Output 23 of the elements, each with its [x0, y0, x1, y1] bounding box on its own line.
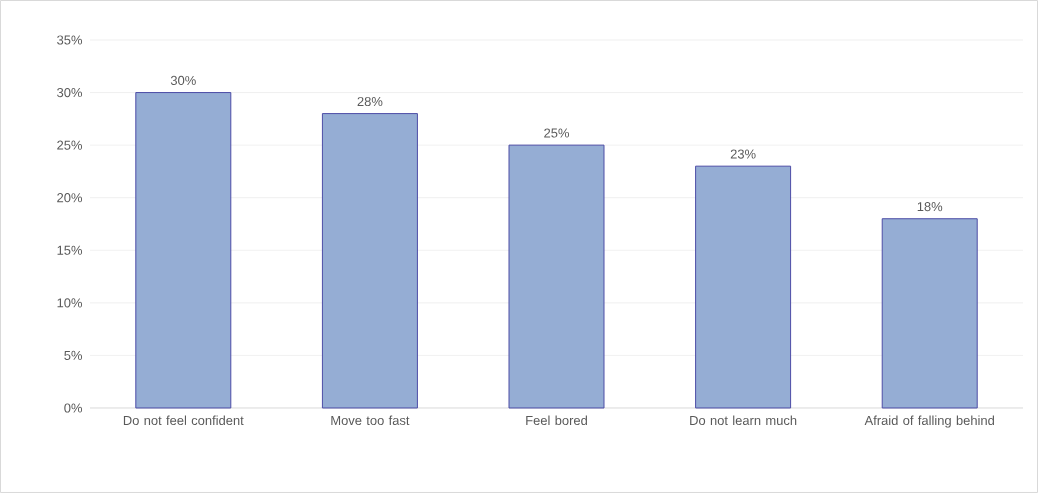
- bar: [321, 113, 418, 409]
- y-tick-label: 20%: [57, 193, 83, 203]
- y-tick-label: 35%: [57, 35, 83, 45]
- x-tick-label: Do not learn much: [690, 415, 797, 426]
- data-label: 28%: [357, 96, 383, 107]
- data-label: 25%: [544, 128, 570, 138]
- bar: [135, 92, 232, 409]
- y-tick-label: 25%: [57, 140, 83, 150]
- y-tick-label: 10%: [57, 298, 83, 308]
- bar: [881, 218, 978, 409]
- y-tick-label: 0%: [64, 403, 83, 413]
- x-tick-label: Feel bored: [526, 415, 587, 426]
- data-label: 30%: [170, 75, 196, 86]
- y-tick-label: 5%: [64, 350, 83, 360]
- y-tick-label: 30%: [57, 87, 83, 98]
- bar: [508, 144, 605, 409]
- bar: [695, 165, 792, 409]
- data-label: 18%: [917, 202, 943, 212]
- x-tick-label: Afraid of falling behind: [864, 415, 994, 428]
- x-tick-label: Do not feel confident: [123, 415, 244, 426]
- x-tick-label: Move too fast: [331, 415, 410, 425]
- y-tick-label: 15%: [57, 245, 83, 255]
- data-label: 23%: [730, 149, 756, 159]
